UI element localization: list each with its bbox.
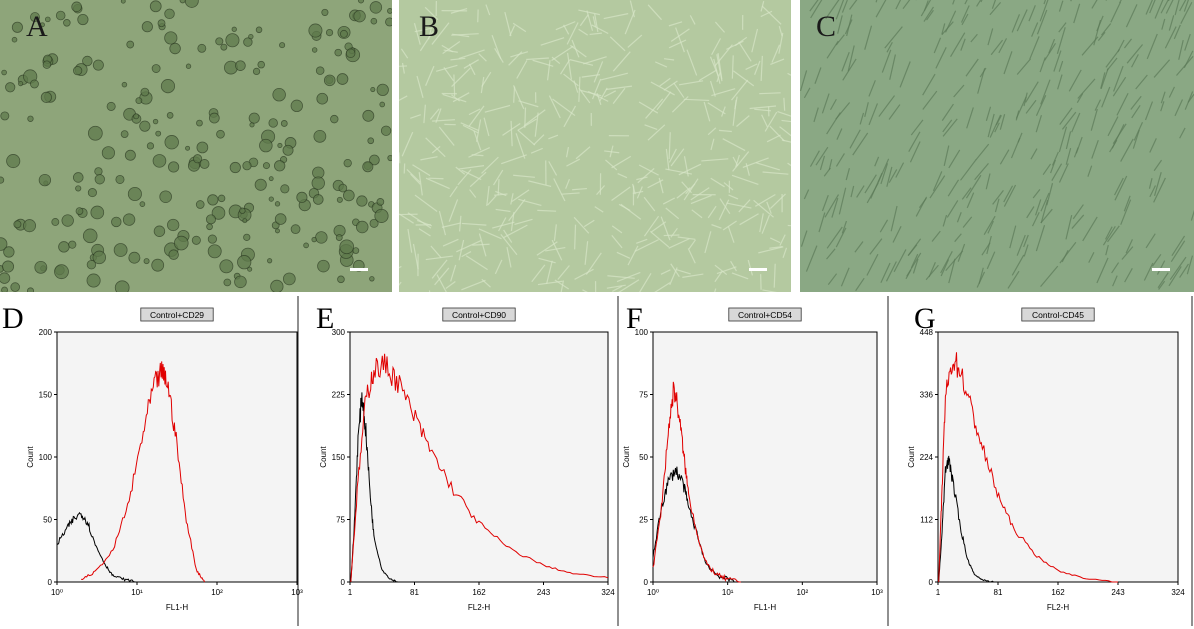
title-box (442, 307, 516, 322)
y-tick-label: 100 (635, 328, 649, 337)
x-axis-label: FL2-H (468, 603, 490, 612)
y-tick-label: 300 (332, 328, 346, 337)
y-tick-label: 225 (332, 391, 346, 400)
y-axis-label: Count (907, 446, 916, 468)
panel-letter: D (2, 302, 24, 335)
panel-letter-b: B (419, 10, 440, 43)
plot-area (349, 331, 609, 583)
x-tick-label: 1 (348, 588, 353, 597)
x-tick-label: 10¹ (722, 588, 734, 597)
x-tick-label: 10² (797, 588, 809, 597)
control-histogram-line (56, 511, 137, 583)
control-histogram-line (938, 455, 994, 583)
y-tick-label: 0 (929, 578, 934, 587)
x-tick-label: 10³ (871, 588, 883, 597)
micrograph-c: C (800, 0, 1194, 292)
control-histogram-line (652, 466, 741, 583)
y-tick-label: 448 (920, 328, 934, 337)
marker-histogram-line (81, 361, 206, 583)
y-tick-label: 224 (920, 453, 934, 462)
y-tick-label: 25 (639, 516, 648, 525)
y-axis-label: Count (319, 446, 328, 468)
y-tick-label: 75 (639, 391, 648, 400)
x-tick-label: 10³ (291, 588, 303, 597)
x-tick-label: 324 (601, 588, 615, 597)
x-tick-label: 243 (1111, 588, 1125, 597)
x-tick-label: 10⁰ (51, 588, 63, 597)
panel-letter: G (914, 302, 936, 335)
x-tick-label: 81 (994, 588, 1003, 597)
y-tick-label: 150 (39, 391, 53, 400)
x-tick-label: 1 (936, 588, 941, 597)
histogram-d: D Control+CD29 0 50 100 150 200 10⁰ 10¹ 10² 10³ FL1… (0, 296, 303, 626)
panel-letter: E (316, 302, 334, 335)
x-axis-label: FL1-H (754, 603, 776, 612)
y-tick-label: 0 (341, 578, 346, 587)
control-histogram-line (350, 392, 398, 583)
y-tick-label: 200 (39, 328, 53, 337)
x-axis-label: FL1-H (166, 603, 188, 612)
x-tick-label: 162 (1051, 588, 1065, 597)
y-tick-label: 50 (43, 516, 52, 525)
cell-texture (0, 0, 392, 292)
scale-bar (350, 268, 368, 271)
plot-area (937, 331, 1179, 583)
scale-bar (1152, 268, 1170, 271)
x-tick-label: 10⁰ (647, 588, 659, 597)
x-tick-label: 162 (472, 588, 486, 597)
chart-title: Control-CD45 (1032, 310, 1084, 320)
y-tick-label: 75 (336, 516, 345, 525)
marker-histogram-line (652, 381, 741, 583)
title-box (728, 307, 802, 322)
cell-texture (399, 0, 791, 292)
y-tick-label: 112 (920, 516, 933, 525)
x-tick-label: 243 (537, 588, 551, 597)
micrograph-b: B (399, 0, 791, 292)
histogram-e: E Control+CD90 0 75 150 225 300 1 81 162 243 324 FL2… (310, 296, 620, 626)
plot-area (652, 331, 878, 583)
panel-letter-c: C (816, 10, 837, 43)
marker-histogram-line (350, 353, 609, 583)
y-tick-label: 50 (639, 453, 648, 462)
y-tick-label: 0 (48, 578, 53, 587)
y-axis-label: Count (26, 446, 35, 468)
x-tick-label: 324 (1171, 588, 1185, 597)
y-tick-label: 0 (644, 578, 649, 587)
title-box (1021, 307, 1095, 322)
scale-bar (749, 268, 767, 271)
x-axis-label: FL2-H (1047, 603, 1069, 612)
y-tick-label: 150 (332, 453, 346, 462)
x-tick-label: 81 (410, 588, 419, 597)
cell-texture (800, 0, 1194, 292)
panel-letter: F (626, 302, 643, 335)
panel-letter-a: A (26, 10, 48, 43)
marker-histogram-line (938, 352, 1118, 583)
y-tick-label: 100 (39, 453, 53, 462)
x-tick-label: 10² (211, 588, 223, 597)
chart-title: Control+CD29 (150, 310, 204, 320)
x-tick-label: 10¹ (131, 588, 143, 597)
plot-area (56, 331, 298, 583)
y-axis-label: Count (622, 446, 631, 468)
chart-title: Control+CD54 (738, 310, 792, 320)
y-tick-label: 336 (920, 391, 934, 400)
micrograph-background (399, 0, 791, 292)
histogram-f: F Control+CD54 0 25 50 75 100 10⁰ 10¹ 10² 10³ FL1-H… (620, 296, 890, 626)
micrograph-background (800, 0, 1194, 292)
chart-title: Control+CD90 (452, 310, 506, 320)
histogram-g: G Control-CD45 0 112 224 336 448 1 81 162 243 324 FL… (900, 296, 1194, 626)
micrograph-a: A (0, 0, 392, 292)
title-box (140, 307, 214, 322)
